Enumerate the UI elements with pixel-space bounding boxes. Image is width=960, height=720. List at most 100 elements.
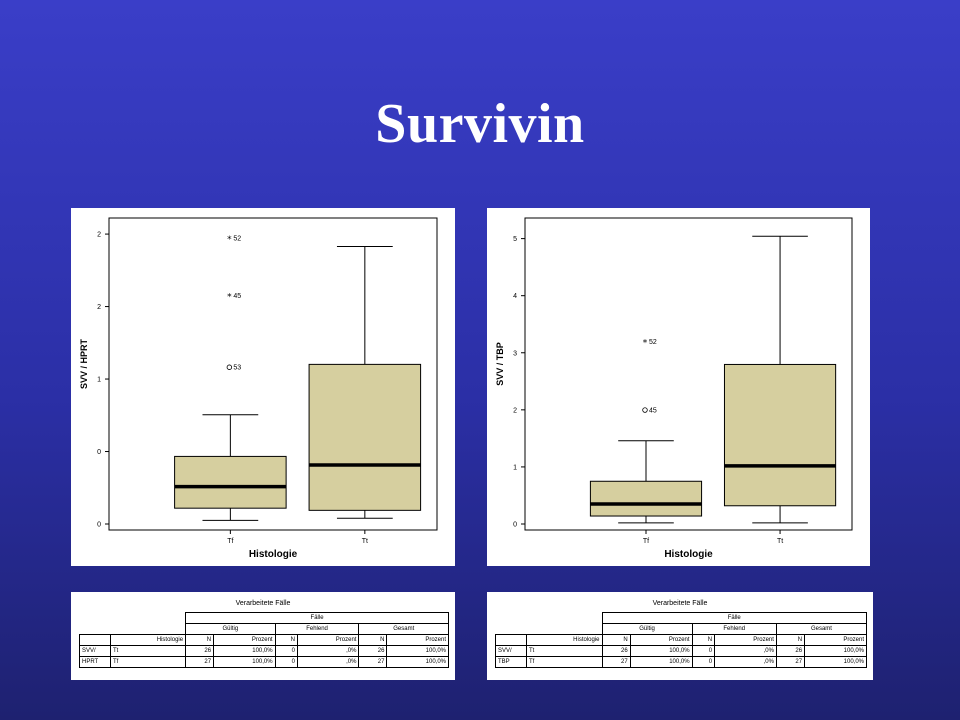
cell: 0 — [691, 645, 716, 657]
y-axis-label: SVV / HPRT — [79, 338, 89, 389]
x-tick-label: Tt — [362, 538, 368, 545]
outlier-label: 53 — [233, 365, 241, 372]
outlier-star: * — [643, 339, 648, 349]
boxplot-chart-tbp: 5 4 3 2 1 0 SVV / TBP Tf Tt Histologie * 52 45 — [495, 217, 853, 560]
cell: 0 — [691, 656, 716, 668]
cases-table-panel-tbp: Verarbeitete Fälle Fälle Gültig Fehlend … — [487, 592, 873, 680]
group-header: Gültig — [185, 623, 276, 635]
row-label: Tf — [109, 656, 187, 668]
cases-header: Fälle — [601, 612, 868, 624]
cell: 0 — [274, 645, 298, 657]
table-row: TBP Tf 27 100,0% 0 ,0% 27 100,0% — [495, 656, 867, 668]
table-title: Verarbeitete Fälle — [652, 600, 708, 607]
n-header: N — [775, 634, 806, 646]
cell: 26 — [358, 645, 388, 657]
cell: 27 — [601, 656, 631, 668]
row-label: Tt — [109, 645, 187, 657]
row-label: Tf — [526, 656, 603, 668]
y-tick-label: 0 — [97, 449, 101, 456]
x-tick-label: Tt — [777, 538, 783, 545]
cell: 100,0% — [213, 656, 276, 668]
plot-frame — [524, 217, 853, 531]
variable-label: HPRT — [79, 656, 111, 668]
cases-table-panel-hprt: Verarbeitete Fälle Fälle Gültig Fehlend … — [71, 592, 455, 680]
cell: 26 — [185, 645, 215, 657]
y-tick-label: 1 — [97, 377, 101, 384]
n-header: N — [691, 634, 716, 646]
cell: ,0% — [296, 656, 360, 668]
plot-frame — [108, 217, 438, 531]
outlier-star: * — [227, 235, 232, 245]
y-tick-label: 2 — [513, 407, 517, 414]
cell: ,0% — [714, 645, 777, 657]
cell: ,0% — [296, 645, 360, 657]
cell: 0 — [274, 656, 298, 668]
variable-label: TBP — [495, 656, 527, 668]
n-header: N — [358, 634, 388, 646]
n-header: N — [601, 634, 631, 646]
cell: 26 — [775, 645, 806, 657]
y-tick-label: 3 — [513, 350, 517, 357]
histologie-header: Histologie — [526, 634, 603, 646]
cell: 26 — [601, 645, 631, 657]
y-tick-label: 1 — [513, 464, 517, 471]
cell: 100,0% — [629, 645, 693, 657]
group-header: Gesamt — [358, 623, 449, 635]
n-header: N — [274, 634, 298, 646]
x-axis-label: Histologie — [249, 549, 298, 560]
group-header: Fehlend — [691, 623, 777, 635]
percent-header: Prozent — [714, 634, 777, 646]
outlier-star: * — [227, 292, 232, 302]
y-tick-label: 5 — [513, 236, 517, 243]
y-tick-label: 2 — [97, 232, 101, 239]
boxplot-panel-hprt: 2 2 1 0 0 SVV / HPRT Tf Tt Histologie * 52 * 45 53 — [71, 208, 455, 566]
box-Tf — [589, 480, 703, 517]
percent-header: Prozent — [386, 634, 449, 646]
cases-table: Fälle Gültig Fehlend Gesamt Histologie N… — [495, 612, 868, 668]
row-label: Tt — [526, 645, 603, 657]
group-header: Gültig — [601, 623, 693, 635]
x-tick-label: Tf — [227, 538, 233, 545]
outlier-circle — [226, 364, 233, 370]
boxplot-panel-tbp: 5 4 3 2 1 0 SVV / TBP Tf Tt Histologie * 52 45 — [487, 208, 870, 566]
percent-header: Prozent — [804, 634, 867, 646]
group-header: Gesamt — [775, 623, 868, 635]
table-row: SVV/ Tt 26 100,0% 0 ,0% 26 100,0% — [79, 645, 449, 657]
group-header: Fehlend — [274, 623, 360, 635]
x-tick-label: Tf — [643, 538, 649, 545]
n-header: N — [185, 634, 215, 646]
cell: ,0% — [714, 656, 777, 668]
outlier-label: 45 — [233, 293, 241, 300]
percent-header: Prozent — [213, 634, 276, 646]
x-axis-label: Histologie — [664, 549, 713, 560]
cell: 100,0% — [804, 656, 867, 668]
cases-header: Fälle — [185, 612, 449, 624]
outlier-label: 52 — [233, 235, 241, 242]
outlier-label: 52 — [649, 339, 657, 346]
y-axis-label: SVV / TBP — [495, 342, 505, 386]
cases-table: Fälle Gültig Fehlend Gesamt Histologie N… — [79, 612, 449, 668]
outlier-label: 45 — [649, 408, 657, 415]
cell: 27 — [185, 656, 215, 668]
cell: 100,0% — [386, 645, 449, 657]
histologie-header: Histologie — [109, 634, 187, 646]
cell: 27 — [358, 656, 388, 668]
percent-header: Prozent — [629, 634, 693, 646]
cell: 27 — [775, 656, 806, 668]
y-tick-label: 4 — [513, 293, 517, 300]
table-row: SVV/ Tt 26 100,0% 0 ,0% 26 100,0% — [495, 645, 867, 657]
table-row: HPRT Tf 27 100,0% 0 ,0% 27 100,0% — [79, 656, 449, 668]
y-tick-label: 0 — [513, 522, 517, 529]
box-Tt — [723, 363, 837, 507]
cell: 100,0% — [213, 645, 276, 657]
slide-title: Survivin — [375, 93, 585, 155]
variable-label: SVV/ — [79, 645, 111, 657]
box-Tf — [174, 455, 287, 509]
y-tick-label: 0 — [97, 522, 101, 529]
cell: 100,0% — [804, 645, 867, 657]
variable-label: SVV/ — [495, 645, 527, 657]
cell: 100,0% — [386, 656, 449, 668]
table-title: Verarbeitete Fälle — [235, 600, 291, 607]
cell: 100,0% — [629, 656, 693, 668]
